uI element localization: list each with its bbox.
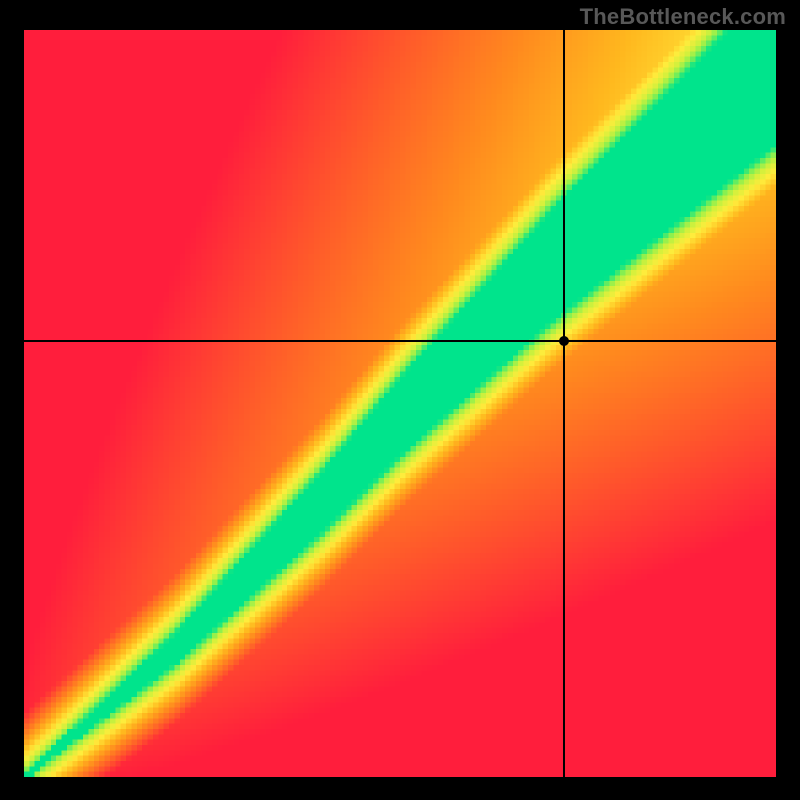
bottleneck-heatmap — [24, 30, 776, 777]
crosshair-marker[interactable] — [559, 336, 569, 346]
watermark-text: TheBottleneck.com — [580, 4, 786, 30]
crosshair-vertical — [563, 30, 565, 777]
bottleneck-heatmap-frame — [24, 30, 776, 777]
crosshair-horizontal — [24, 340, 776, 342]
